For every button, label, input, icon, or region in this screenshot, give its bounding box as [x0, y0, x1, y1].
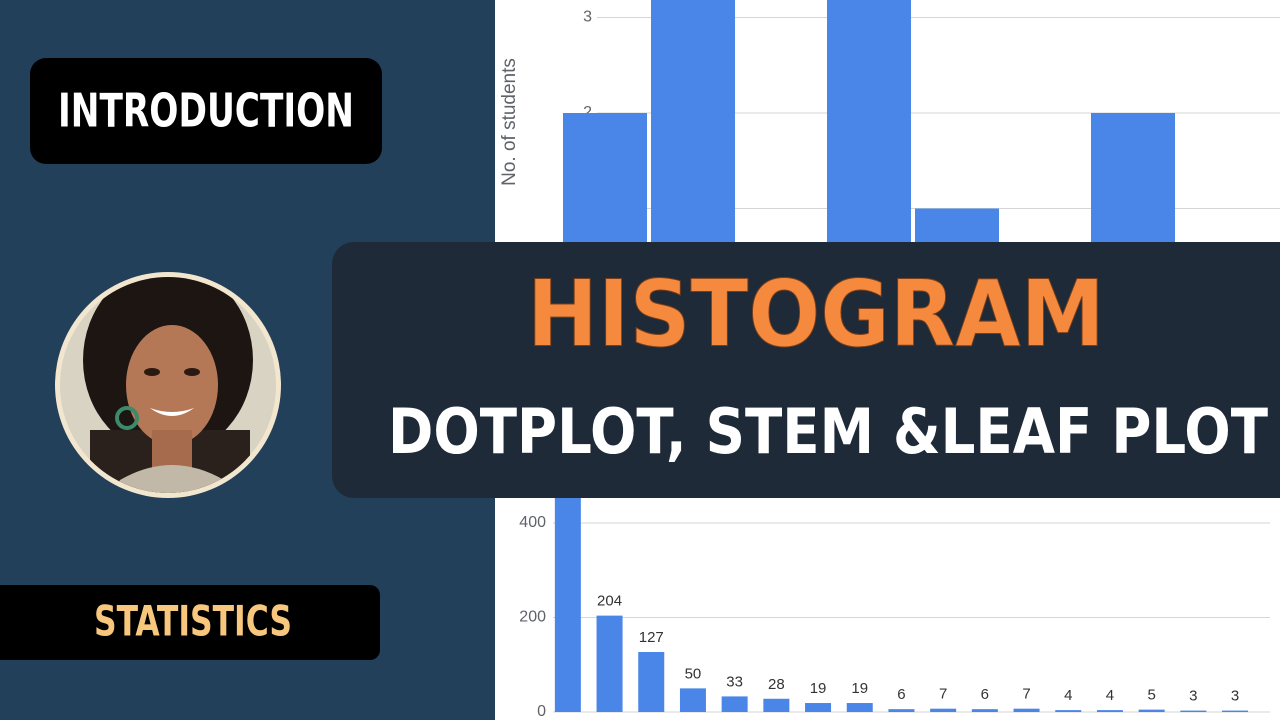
y-tick-label: 0 [537, 703, 546, 720]
bar [638, 651, 665, 712]
y-tick-label: 3 [583, 9, 592, 26]
data-label: 7 [939, 686, 947, 703]
data-label: 28 [768, 676, 785, 693]
bar [888, 709, 915, 712]
y-tick-label: 200 [519, 609, 546, 626]
data-label: 3 [1231, 688, 1239, 705]
bar [679, 688, 706, 712]
bar [1096, 710, 1123, 712]
data-label: 6 [897, 686, 905, 703]
footer-tag-box [0, 585, 380, 660]
y-tick-label: 2 [583, 104, 592, 121]
chart: 02004004802041275033281919676744533 [519, 495, 1270, 720]
tag: INTRODUCTION [58, 84, 354, 138]
bar [1138, 709, 1165, 712]
bar [827, 0, 911, 245]
charts: 123No. of students0200400480204127503328… [499, 0, 1280, 720]
data-label: 7 [1022, 686, 1030, 703]
bar [1091, 113, 1175, 245]
data-label: 3 [1189, 688, 1197, 705]
bar [763, 698, 790, 712]
bar [1013, 708, 1040, 712]
bar [721, 696, 748, 712]
bar [1055, 710, 1082, 712]
data-label: 5 [1147, 687, 1155, 704]
title: HISTOGRAM [527, 260, 1105, 367]
data-label: 4 [1064, 687, 1072, 704]
bar [1222, 710, 1249, 712]
bar [805, 703, 832, 712]
subtitle: DOTPLOT, STEM &LEAF PLOT [388, 395, 1268, 468]
bar [554, 495, 581, 712]
tag-box [30, 58, 382, 164]
banner [332, 242, 1280, 498]
y-tick-label: 400 [519, 514, 546, 531]
bar [915, 208, 999, 245]
data-label: 6 [981, 686, 989, 703]
bar [846, 703, 873, 712]
bar [596, 615, 623, 712]
bar [971, 709, 998, 712]
data-label: 127 [639, 629, 664, 646]
bar [1180, 710, 1207, 712]
data-label: 19 [851, 680, 868, 697]
y-axis-label: No. of students [499, 58, 520, 186]
avatar [55, 272, 281, 498]
bar [930, 708, 957, 712]
data-label: 50 [685, 665, 702, 682]
data-label: 33 [726, 673, 743, 690]
data-label: 204 [597, 593, 622, 610]
data-label: 19 [810, 680, 827, 697]
bar [651, 0, 735, 245]
data-label: 4 [1106, 687, 1114, 704]
bar [563, 113, 647, 245]
footer-tag: STATISTICS [94, 597, 292, 646]
chart: 123No. of students [499, 0, 1280, 245]
